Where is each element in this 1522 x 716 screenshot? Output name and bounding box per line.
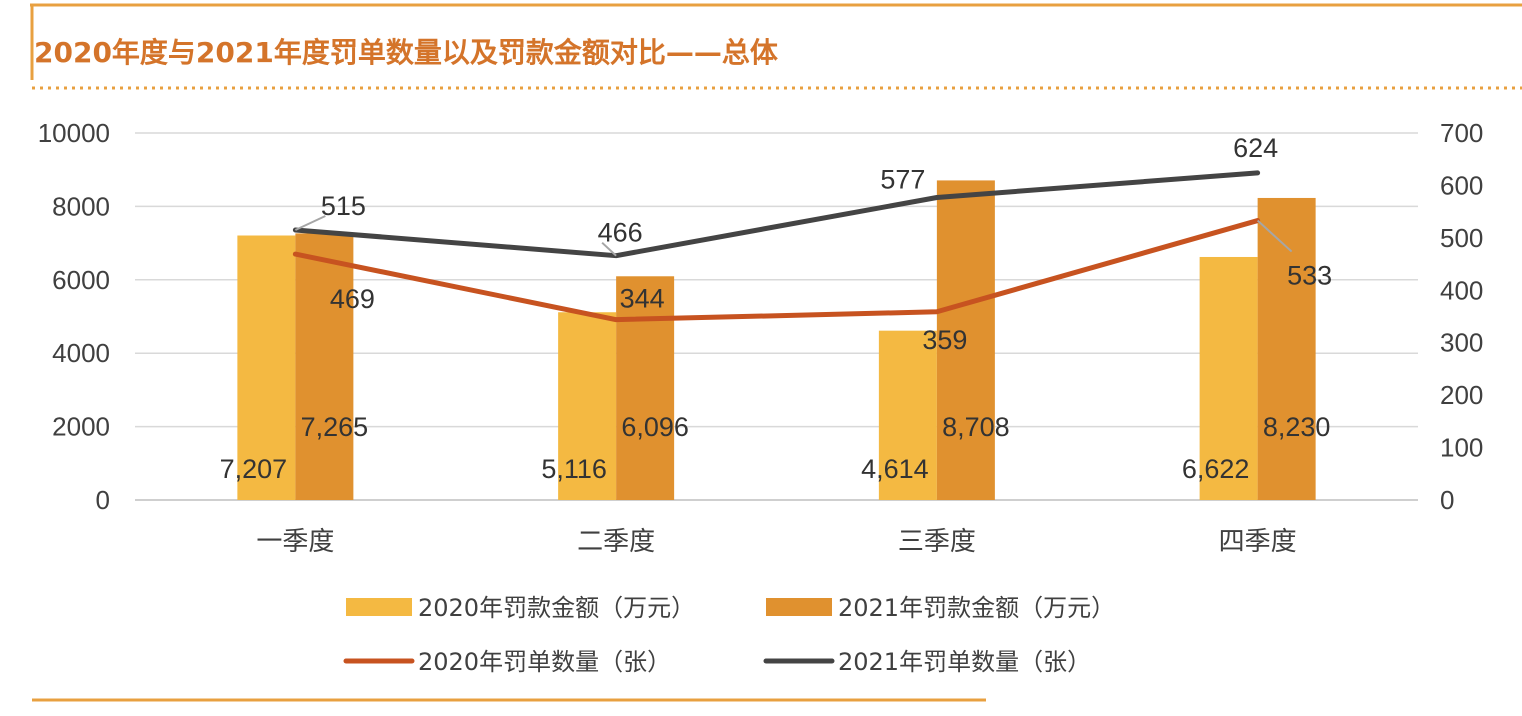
- data-labels: 7,207 5,116 4,614 6,622 7,265 6,096 8,708 8,230…: [220, 133, 1333, 484]
- line-2020-count: [292, 218, 1261, 323]
- bar-value-label: 7,207: [220, 454, 288, 484]
- chart-title: 2020年度与2021年度罚单数量以及罚款金额对比——总体: [34, 36, 779, 69]
- legend-label: 2020年罚款金额（万元）: [418, 594, 695, 622]
- label-leader-line: [294, 215, 326, 231]
- bar-value-label: 7,265: [301, 412, 369, 442]
- category-label: 二季度: [577, 527, 655, 557]
- right-axis-tick-label: 100: [1440, 433, 1483, 463]
- bar-value-label: 8,230: [1263, 412, 1331, 442]
- category-label: 四季度: [1219, 527, 1297, 557]
- bar-2020-amount: [878, 330, 937, 500]
- line-value-label: 515: [321, 191, 366, 221]
- label-leader-line: [1256, 219, 1293, 253]
- line-2021-count: [292, 170, 1261, 259]
- line-value-label: 344: [620, 284, 665, 314]
- line-value-label: 359: [922, 325, 967, 355]
- legend-label: 2021年罚单数量（张）: [838, 648, 1091, 676]
- left-axis-tick-label: 2000: [52, 412, 110, 442]
- left-axis-tick-label: 10000: [38, 118, 110, 148]
- legend-swatch: [346, 598, 412, 616]
- line-value-label: 624: [1233, 133, 1278, 163]
- left-axis-tick-label: 8000: [52, 191, 110, 221]
- right-axis-tick-label: 0: [1440, 485, 1454, 515]
- left-axis-tick-label: 6000: [52, 265, 110, 295]
- bar-2021-amount: [295, 233, 354, 500]
- bar-2020-amount: [558, 312, 617, 500]
- bar-value-label: 4,614: [861, 454, 929, 484]
- right-axis-tick-label: 300: [1440, 328, 1483, 358]
- bar-value-label: 8,708: [942, 412, 1010, 442]
- right-axis-tick-label: 700: [1440, 118, 1483, 148]
- bar-2021-amount: [1257, 197, 1316, 501]
- label-leader-line: [601, 241, 617, 257]
- legend-label: 2020年罚单数量（张）: [418, 648, 671, 676]
- right-axis-tick-label: 200: [1440, 380, 1483, 410]
- category-label: 三季度: [898, 527, 976, 557]
- category-label: 一季度: [256, 527, 334, 557]
- line-value-label: 469: [330, 284, 375, 314]
- bar-2021-amount: [616, 276, 675, 500]
- right-axis-tick-label: 500: [1440, 223, 1483, 253]
- bar-2020-amount: [237, 235, 296, 500]
- axes: 0 2000 4000 6000 8000 10000 0 100 200 300 400 500 60…: [38, 118, 1484, 557]
- bar-value-label: 5,116: [541, 454, 607, 484]
- line-value-label: 466: [598, 218, 643, 248]
- bar-value-label: 6,622: [1182, 454, 1250, 484]
- left-axis-tick-label: 4000: [52, 338, 110, 368]
- bars: [237, 180, 1316, 501]
- line-value-label: 533: [1287, 261, 1332, 291]
- legend: 2020年罚款金额（万元） 2021年罚款金额（万元） 2020年罚单数量（张） 20…: [343, 594, 1115, 676]
- legend-label: 2021年罚款金额（万元）: [838, 594, 1115, 622]
- left-axis-tick-label: 0: [96, 485, 110, 515]
- line-value-label: 577: [880, 164, 925, 194]
- bar-2021-amount: [936, 180, 995, 501]
- right-axis-tick-label: 400: [1440, 275, 1483, 305]
- bar-value-label: 6,096: [621, 412, 689, 442]
- lines: [292, 170, 1261, 323]
- legend-swatch: [766, 598, 832, 616]
- bar-2020-amount: [1199, 256, 1258, 500]
- right-axis-tick-label: 600: [1440, 170, 1483, 200]
